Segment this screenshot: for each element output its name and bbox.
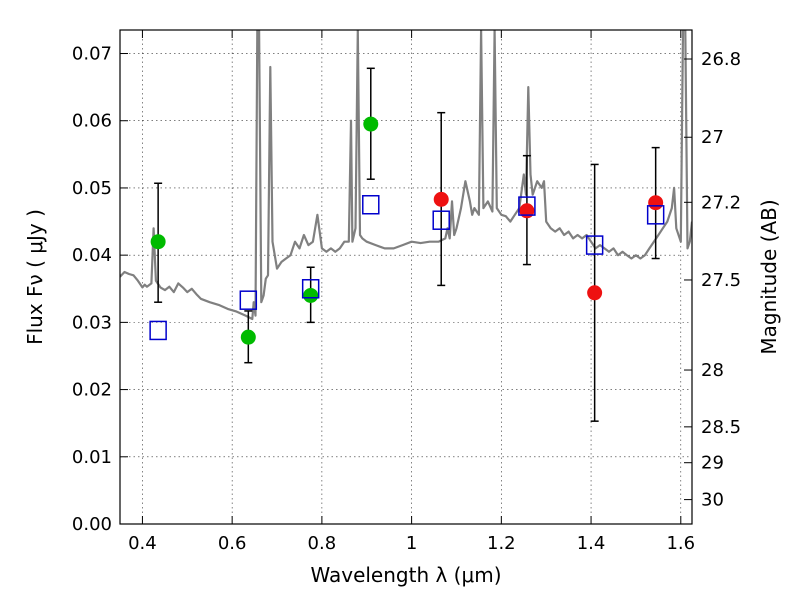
mag-tick-label: 27.2 <box>701 192 741 213</box>
y-tick-label: 0.01 <box>72 447 112 468</box>
x-tick-labels: 0.4 0.6 0.8 1 1.2 1.4 1.6 <box>128 533 695 554</box>
model-square-point <box>149 320 167 341</box>
x-tick-label: 1.6 <box>666 533 695 554</box>
spectrum-layer <box>120 30 692 321</box>
x-tick-label: 0.8 <box>308 533 337 554</box>
marker-layer <box>149 67 665 422</box>
mag-tick-label: 29 <box>701 453 724 474</box>
y-tick-label: 0.05 <box>72 178 112 199</box>
magnitude-tick-labels: 26.8 27 27.2 27.5 28 28.5 29 30 <box>701 49 741 511</box>
model-square-point <box>239 290 258 310</box>
y-tick-labels: 0.00 0.01 0.02 0.03 0.04 0.05 0.06 0.07 <box>72 44 112 535</box>
x-tick-label: 1 <box>406 533 417 554</box>
green-data-point <box>303 287 319 303</box>
red-data-point <box>587 285 603 301</box>
mag-tick-label: 27.5 <box>701 270 741 291</box>
red-data-point <box>433 191 449 207</box>
model-square-point <box>301 279 320 299</box>
green-data-point <box>150 234 166 250</box>
axis-ticks <box>120 30 692 525</box>
y-tick-label: 0.04 <box>72 245 112 266</box>
y-tick-label: 0.06 <box>72 111 112 132</box>
plot-frame <box>119 29 693 525</box>
x-tick-label: 0.4 <box>128 533 157 554</box>
right-axis-label: Magnitude (AB) <box>757 199 781 354</box>
x-tick-label: 1.4 <box>577 533 606 554</box>
mag-tick-label: 28 <box>701 360 724 381</box>
model-square-point <box>362 194 380 215</box>
mag-tick-label: 26.8 <box>701 49 741 70</box>
model-square-point <box>518 196 536 216</box>
green-data-point <box>240 329 256 345</box>
green-data-point <box>363 116 379 132</box>
model-square-point <box>646 205 665 225</box>
model-square-point <box>432 210 450 230</box>
red-data-point <box>519 203 535 219</box>
model-square-point <box>585 235 604 255</box>
model-spectrum-line <box>120 30 692 321</box>
red-data-point <box>648 195 664 211</box>
y-tick-label: 0.02 <box>72 380 112 401</box>
mag-tick-label: 30 <box>701 490 724 511</box>
y-tick-label: 0.00 <box>72 514 112 535</box>
mag-tick-label: 28.5 <box>701 417 741 438</box>
x-tick-label: 0.6 <box>218 533 247 554</box>
y-tick-label: 0.03 <box>72 312 112 333</box>
y-tick-label: 0.07 <box>72 44 112 65</box>
mag-tick-label: 27 <box>701 127 724 148</box>
y-axis-label: Flux Fν ( μJy ) <box>23 209 47 345</box>
x-tick-label: 1.2 <box>487 533 516 554</box>
x-axis-label: Wavelength λ (μm) <box>310 563 501 587</box>
